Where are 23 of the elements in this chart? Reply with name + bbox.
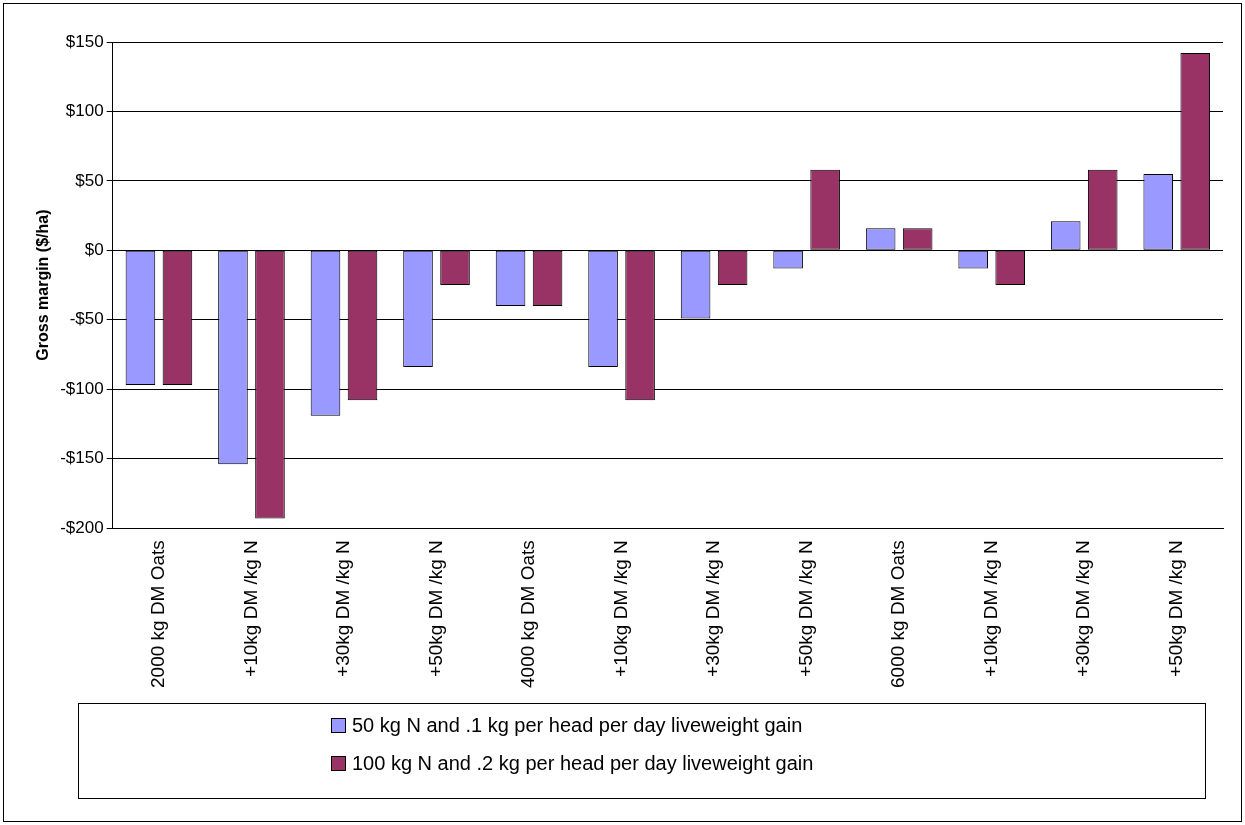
x-tick-label: +10kg DM /kg N — [239, 540, 261, 677]
y-tick-label: -$50 — [69, 309, 104, 329]
y-tick-label: -$200 — [60, 517, 104, 537]
legend-label: 50 kg N and .1 kg per head per day liveweight gain — [352, 714, 803, 737]
y-axis-title: Gross margin ($/ha) — [34, 209, 52, 361]
y-tick-label: $0 — [84, 240, 104, 260]
x-tick-label: +10kg DM /kg N — [609, 540, 631, 677]
y-tick-label: $50 — [75, 170, 104, 190]
x-tick-label: +10kg DM /kg N — [979, 540, 1001, 677]
x-tick-label: +50kg DM /kg N — [424, 540, 446, 677]
y-tick-label: -$100 — [60, 378, 104, 398]
y-tick-label: $150 — [65, 31, 104, 51]
x-tick-label: +30kg DM /kg N — [332, 540, 354, 677]
x-tick-label: +50kg DM /kg N — [794, 540, 816, 677]
x-tick-label: +30kg DM /kg N — [702, 540, 724, 677]
x-tick-label: 6000 kg DM Oats — [887, 540, 909, 688]
x-tick-label: 2000 kg DM Oats — [147, 540, 169, 688]
x-tick-label: +50kg DM /kg N — [1164, 540, 1186, 677]
y-tick-label: -$150 — [60, 448, 104, 468]
x-tick-label: 4000 kg DM Oats — [517, 540, 539, 688]
x-tick-label: +30kg DM /kg N — [1072, 540, 1094, 677]
y-tick-label: $100 — [65, 101, 104, 121]
legend-label: 100 kg N and .2 kg per head per day liveweight gain — [352, 752, 814, 775]
